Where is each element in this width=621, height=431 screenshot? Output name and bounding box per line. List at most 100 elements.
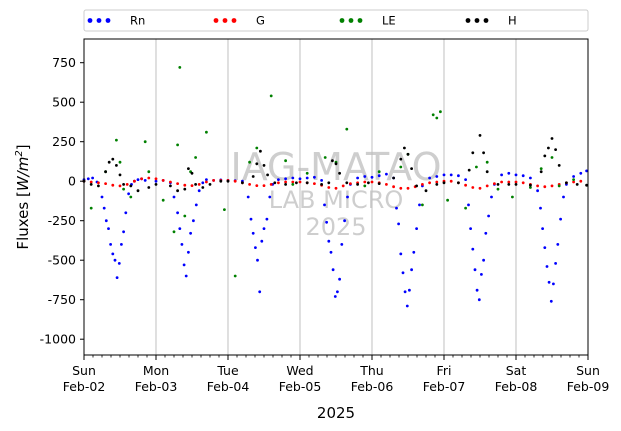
point-rn-45 xyxy=(251,231,255,235)
point-g-39 xyxy=(363,180,367,184)
point-rn-43 xyxy=(246,195,250,199)
point-rn-115 xyxy=(539,206,542,210)
point-h-8 xyxy=(122,183,125,186)
point-g-54 xyxy=(471,186,475,189)
y-axis-ticks: -1000 -750 -500 -250 0 250 500 750 xyxy=(40,55,84,347)
point-h-50 xyxy=(442,181,446,185)
point-g-63 xyxy=(536,184,539,188)
legend-marker-le-2 xyxy=(357,18,363,23)
point-h-6 xyxy=(115,164,118,167)
point-rn-75 xyxy=(370,175,374,179)
legend-marker-g-0 xyxy=(213,18,219,23)
point-h-66 xyxy=(557,164,561,167)
y-axis-title-text: Fluxes [ xyxy=(14,191,32,249)
x-tick-date-6: Feb-08 xyxy=(495,379,538,394)
point-rn-26 xyxy=(176,211,180,215)
point-rn-56 xyxy=(291,176,295,180)
point-h-30 xyxy=(284,183,287,186)
x-tick-day-7: Sun xyxy=(576,363,600,378)
point-h-33 xyxy=(320,183,323,186)
point-rn-97 xyxy=(467,203,470,207)
point-le-9 xyxy=(172,230,176,234)
x-axis-title: 2025 xyxy=(317,404,355,422)
point-rn-119 xyxy=(547,280,551,284)
point-le-44 xyxy=(557,184,561,188)
x-tick-date-7: Feb-09 xyxy=(567,379,610,394)
point-rn-118 xyxy=(545,265,549,268)
point-le-2 xyxy=(115,138,118,142)
point-rn-33 xyxy=(192,219,195,223)
point-rn-109 xyxy=(500,173,503,177)
point-h-35 xyxy=(331,159,334,163)
point-rn-13 xyxy=(120,243,123,246)
point-le-39 xyxy=(496,187,500,191)
point-le-21 xyxy=(284,159,287,163)
point-h-56 xyxy=(485,170,489,174)
point-rn-71 xyxy=(346,195,349,199)
point-g-9 xyxy=(147,176,151,180)
point-h-10 xyxy=(136,189,140,193)
legend-label-rn: Rn xyxy=(130,14,145,28)
point-h-53 xyxy=(471,151,475,155)
y-tick-label-6: 500 xyxy=(52,95,76,110)
point-le-41 xyxy=(529,186,532,189)
point-rn-73 xyxy=(356,176,359,180)
point-g-43 xyxy=(392,185,395,189)
point-g-12 xyxy=(169,180,172,184)
point-h-39 xyxy=(356,183,359,186)
point-g-18 xyxy=(212,179,216,182)
point-rn-7 xyxy=(107,227,110,231)
point-h-31 xyxy=(295,181,298,185)
point-rn-61 xyxy=(323,203,326,207)
point-rn-125 xyxy=(562,195,565,199)
point-g-32 xyxy=(313,182,316,186)
point-rn-105 xyxy=(484,231,488,235)
point-g-2 xyxy=(97,181,100,185)
point-rn-112 xyxy=(521,174,525,178)
series-points xyxy=(82,66,588,308)
point-le-35 xyxy=(446,198,449,202)
point-g-17 xyxy=(205,180,208,184)
point-h-21 xyxy=(219,179,223,183)
y-tick-label-7: 750 xyxy=(52,55,76,70)
point-g-47 xyxy=(421,183,424,186)
point-rn-128 xyxy=(579,171,583,175)
point-rn-46 xyxy=(254,246,257,250)
legend-marker-rn-1 xyxy=(96,18,102,23)
point-g-36 xyxy=(341,184,345,188)
point-h-34 xyxy=(327,181,331,185)
point-h-17 xyxy=(190,171,194,175)
x-tick-date-2: Feb-04 xyxy=(207,379,250,394)
point-h-44 xyxy=(403,146,406,150)
point-le-34 xyxy=(439,110,442,114)
point-g-29 xyxy=(291,180,295,184)
point-g-10 xyxy=(154,177,158,181)
point-rn-124 xyxy=(559,217,562,221)
point-rn-85 xyxy=(408,288,411,292)
point-g-49 xyxy=(435,180,439,184)
point-g-3 xyxy=(104,182,107,186)
point-h-23 xyxy=(241,181,244,185)
x-tick-day-1: Mon xyxy=(143,363,169,378)
point-rn-31 xyxy=(187,250,190,254)
point-rn-29 xyxy=(182,263,186,267)
point-rn-107 xyxy=(490,195,493,199)
point-le-37 xyxy=(475,165,478,169)
point-h-60 xyxy=(529,183,532,187)
point-rn-36 xyxy=(201,181,205,185)
point-g-6 xyxy=(125,183,129,186)
point-rn-94 xyxy=(449,173,453,177)
point-rn-89 xyxy=(418,203,421,207)
series-h xyxy=(82,134,588,193)
point-h-25 xyxy=(255,162,259,166)
point-rn-11 xyxy=(115,276,119,279)
point-rn-30 xyxy=(184,274,188,278)
point-h-68 xyxy=(575,183,579,186)
point-h-14 xyxy=(176,189,180,193)
point-rn-120 xyxy=(549,299,553,303)
legend-label-h: H xyxy=(508,14,517,28)
point-rn-12 xyxy=(117,262,121,265)
point-h-26 xyxy=(259,149,262,153)
point-h-57 xyxy=(496,183,500,186)
point-rn-48 xyxy=(258,290,262,294)
